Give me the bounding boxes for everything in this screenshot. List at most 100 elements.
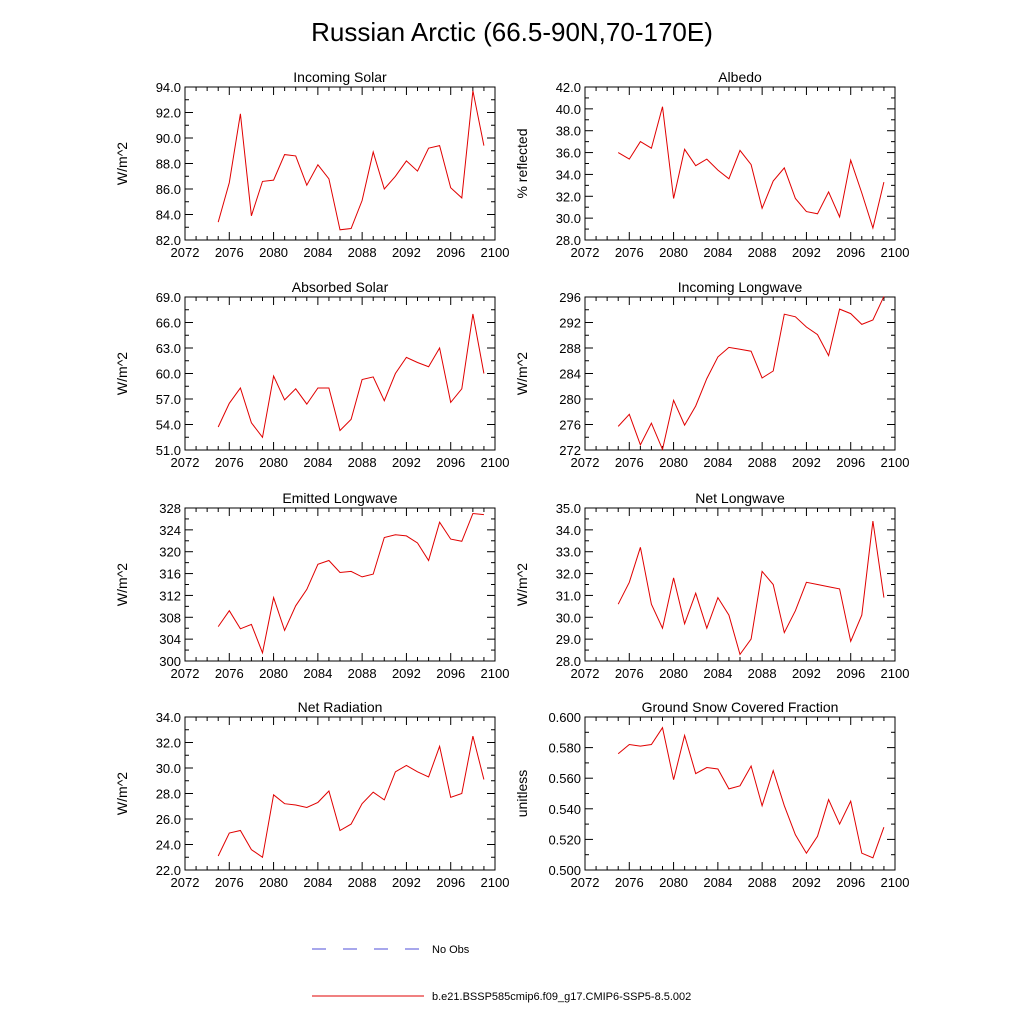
albedo-y-tick-label: 40.0 — [556, 102, 581, 117]
incoming-longwave-x-tick-label: 2092 — [792, 455, 821, 470]
net-longwave-series-line — [617, 521, 885, 656]
ground-snow-covered-fraction-x-tick-label: 2088 — [748, 875, 777, 890]
ground-snow-covered-fraction-y-tick-label: 0.500 — [548, 863, 581, 878]
ground-snow-covered-fraction-x-tick-label: 2092 — [792, 875, 821, 890]
absorbed-solar-x-tick-label: 2100 — [481, 455, 510, 470]
incoming-longwave-x-tick-label: 2100 — [881, 455, 910, 470]
net-longwave-y-tick-label: 34.0 — [556, 523, 581, 538]
net-longwave-x-tick-label: 2072 — [571, 666, 600, 681]
absorbed-solar-y-tick-label: 51.0 — [156, 443, 181, 458]
incoming-longwave-x-tick-label: 2096 — [836, 455, 865, 470]
incoming-longwave-y-tick-label: 296 — [559, 290, 581, 305]
incoming-longwave-series-line — [617, 296, 885, 452]
absorbed-solar-y-axis-label: W/m^2 — [114, 352, 130, 395]
absorbed-solar-y-tick-label: 60.0 — [156, 367, 181, 382]
emitted-longwave-x-tick-label: 2072 — [171, 666, 200, 681]
albedo-y-tick-label: 28.0 — [556, 233, 581, 248]
panel-emitted-longwave: Emitted Longwave W/m^2 2072 2076 2080 2084 208… — [114, 490, 509, 681]
net-radiation-y-tick-label: 30.0 — [156, 761, 181, 776]
net-longwave-plot-frame — [584, 507, 896, 662]
emitted-longwave-x-tick-label: 2080 — [259, 666, 288, 681]
incoming-solar-y-tick-label: 84.0 — [156, 208, 181, 223]
incoming-longwave-y-axis-label: W/m^2 — [514, 352, 530, 395]
absorbed-solar-x-tick-label: 2092 — [392, 455, 421, 470]
net-radiation-x-tick-label: 2100 — [481, 875, 510, 890]
net-longwave-y-tick-label: 30.0 — [556, 610, 581, 625]
figure-title: Russian Arctic (66.5-90N,70-170E) — [311, 17, 713, 47]
net-longwave-title: Net Longwave — [695, 490, 785, 506]
incoming-longwave-y-tick-label: 280 — [559, 392, 581, 407]
net-longwave-x-tick-label: 2096 — [836, 666, 865, 681]
albedo-y-axis-label: % reflected — [514, 128, 530, 198]
absorbed-solar-y-tick-label: 69.0 — [156, 290, 181, 305]
albedo-x-tick-label: 2092 — [792, 245, 821, 260]
absorbed-solar-plot-frame — [184, 296, 496, 451]
incoming-longwave-plot-frame — [584, 296, 896, 451]
incoming-solar-y-tick-label: 94.0 — [156, 80, 181, 95]
emitted-longwave-x-tick-label: 2096 — [436, 666, 465, 681]
incoming-solar-x-tick-label: 2076 — [215, 245, 244, 260]
absorbed-solar-x-tick-label: 2088 — [348, 455, 377, 470]
incoming-longwave-x-tick-label: 2076 — [615, 455, 644, 470]
emitted-longwave-x-tick-label: 2092 — [392, 666, 421, 681]
emitted-longwave-plot-frame — [184, 507, 496, 662]
incoming-longwave-x-tick-label: 2088 — [748, 455, 777, 470]
panel-grid: Incoming Solar W/m^2 2072 2076 2080 2084 2088 2… — [114, 69, 909, 890]
incoming-solar-x-tick-label: 2092 — [392, 245, 421, 260]
incoming-solar-x-tick-label: 2072 — [171, 245, 200, 260]
incoming-solar-y-tick-label: 90.0 — [156, 131, 181, 146]
panel-net-radiation: Net Radiation W/m^2 2072 2076 2080 2084 2088 20… — [114, 699, 509, 890]
incoming-solar-x-tick-label: 2096 — [436, 245, 465, 260]
incoming-solar-x-tick-label: 2080 — [259, 245, 288, 260]
albedo-y-tick-label: 30.0 — [556, 211, 581, 226]
incoming-longwave-y-tick-label: 276 — [559, 418, 581, 433]
ground-snow-covered-fraction-y-tick-label: 0.520 — [548, 832, 581, 847]
incoming-longwave-x-tick-label: 2072 — [571, 455, 600, 470]
emitted-longwave-y-tick-label: 300 — [159, 654, 181, 669]
incoming-solar-x-tick-label: 2084 — [303, 245, 332, 260]
net-longwave-x-tick-label: 2088 — [748, 666, 777, 681]
ground-snow-covered-fraction-y-axis-label: unitless — [514, 770, 530, 817]
emitted-longwave-series-line — [217, 512, 484, 655]
net-longwave-y-tick-label: 35.0 — [556, 501, 581, 516]
ground-snow-covered-fraction-y-tick-label: 0.540 — [548, 802, 581, 817]
incoming-solar-y-tick-label: 82.0 — [156, 233, 181, 248]
panel-incoming-longwave: Incoming Longwave W/m^2 2072 2076 2080 2084 20… — [514, 279, 909, 470]
albedo-x-tick-label: 2076 — [615, 245, 644, 260]
emitted-longwave-y-tick-label: 308 — [159, 610, 181, 625]
emitted-longwave-y-axis-label: W/m^2 — [114, 563, 130, 606]
absorbed-solar-y-tick-label: 54.0 — [156, 418, 181, 433]
net-longwave-x-tick-label: 2076 — [615, 666, 644, 681]
albedo-y-tick-label: 42.0 — [556, 80, 581, 95]
incoming-longwave-title: Incoming Longwave — [678, 279, 803, 295]
albedo-y-tick-label: 38.0 — [556, 124, 581, 139]
emitted-longwave-x-tick-label: 2100 — [481, 666, 510, 681]
net-radiation-title: Net Radiation — [298, 699, 383, 715]
incoming-longwave-x-tick-label: 2080 — [659, 455, 688, 470]
albedo-title: Albedo — [718, 69, 762, 85]
albedo-x-tick-label: 2084 — [703, 245, 732, 260]
incoming-longwave-y-tick-label: 292 — [559, 316, 581, 331]
emitted-longwave-y-tick-label: 324 — [159, 523, 181, 538]
emitted-longwave-y-tick-label: 316 — [159, 567, 181, 582]
incoming-solar-series-line — [217, 90, 485, 231]
ground-snow-covered-fraction-y-tick-label: 0.580 — [548, 741, 581, 756]
net-longwave-x-tick-label: 2080 — [659, 666, 688, 681]
net-longwave-y-tick-label: 33.0 — [556, 545, 581, 560]
absorbed-solar-x-tick-label: 2084 — [303, 455, 332, 470]
net-longwave-y-tick-label: 32.0 — [556, 567, 581, 582]
absorbed-solar-x-tick-label: 2080 — [259, 455, 288, 470]
incoming-solar-y-tick-label: 88.0 — [156, 157, 181, 172]
incoming-longwave-y-tick-label: 272 — [559, 443, 581, 458]
net-longwave-y-axis-label: W/m^2 — [514, 563, 530, 606]
ground-snow-covered-fraction-x-tick-label: 2072 — [571, 875, 600, 890]
albedo-y-tick-label: 36.0 — [556, 146, 581, 161]
ground-snow-covered-fraction-x-tick-label: 2096 — [836, 875, 865, 890]
net-radiation-x-tick-label: 2096 — [436, 875, 465, 890]
emitted-longwave-x-tick-label: 2084 — [303, 666, 332, 681]
ground-snow-covered-fraction-x-tick-label: 2084 — [703, 875, 732, 890]
net-radiation-plot-frame — [184, 716, 496, 871]
net-longwave-y-tick-label: 31.0 — [556, 588, 581, 603]
ground-snow-covered-fraction-y-tick-label: 0.560 — [548, 771, 581, 786]
net-radiation-x-tick-label: 2076 — [215, 875, 244, 890]
